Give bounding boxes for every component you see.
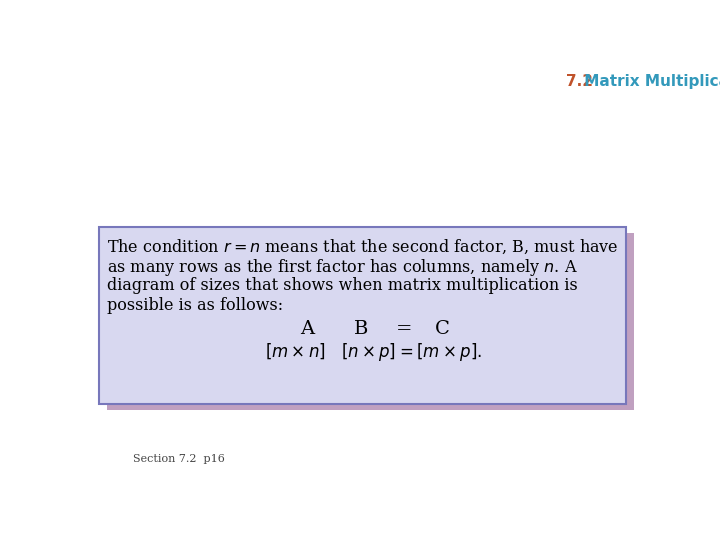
- Text: $= [m \times p].$: $= [m \times p].$: [396, 341, 482, 363]
- Text: The condition $r = n$ means that the second factor, B, must have: The condition $r = n$ means that the sec…: [107, 237, 618, 255]
- Text: A: A: [300, 320, 314, 339]
- Text: possible is as follows:: possible is as follows:: [107, 298, 283, 314]
- Text: Matrix Multiplication: Matrix Multiplication: [579, 74, 720, 89]
- Text: =: =: [395, 320, 412, 339]
- Text: $[m \times n]$: $[m \times n]$: [265, 341, 325, 361]
- Text: $[n \times p]$: $[n \times p]$: [341, 341, 397, 363]
- Text: C: C: [435, 320, 450, 339]
- Text: as many rows as the first factor has columns, namely $n$. A: as many rows as the first factor has col…: [107, 257, 578, 278]
- Text: 7.2: 7.2: [566, 74, 593, 89]
- Text: B: B: [354, 320, 369, 339]
- FancyBboxPatch shape: [107, 233, 634, 410]
- Text: Section 7.2  p16: Section 7.2 p16: [132, 454, 225, 464]
- FancyBboxPatch shape: [99, 226, 626, 403]
- Text: diagram of sizes that shows when matrix multiplication is: diagram of sizes that shows when matrix …: [107, 278, 577, 294]
